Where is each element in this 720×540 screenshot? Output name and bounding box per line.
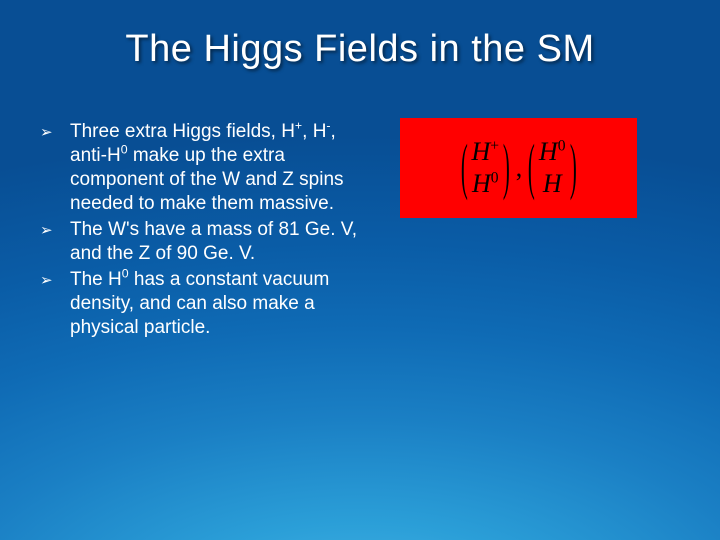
list-item: ➢ The H0 has a constant vacuum density, … — [40, 268, 370, 340]
formula-cell: H — [543, 168, 562, 201]
bullet-text: The H0 has a constant vacuum density, an… — [70, 268, 370, 340]
bullet-text: Three extra Higgs fields, H+, H-, anti-H… — [70, 120, 370, 216]
list-item: ➢ Three extra Higgs fields, H+, H-, anti… — [40, 120, 370, 216]
higgs-doublet-formula: ( H+ H0 ) , ( H0 H ) — [400, 118, 637, 218]
left-paren-icon: ( — [460, 132, 469, 204]
right-paren-icon: ) — [502, 132, 511, 204]
formula-separator: , — [512, 153, 527, 183]
right-paren-icon: ) — [569, 132, 578, 204]
formula-cell: H0 — [539, 136, 566, 169]
bullet-marker-icon: ➢ — [40, 120, 70, 145]
slide-title: The Higgs Fields in the SM — [0, 28, 720, 71]
bullet-text: The W's have a mass of 81 Ge. V, and the… — [70, 218, 370, 266]
formula-column-2: H0 H — [537, 136, 568, 201]
bullet-list: ➢ Three extra Higgs fields, H+, H-, anti… — [40, 120, 370, 342]
formula-cell: H+ — [472, 136, 500, 169]
bullet-marker-icon: ➢ — [40, 268, 70, 293]
formula-cell: H0 — [472, 168, 499, 201]
left-paren-icon: ( — [527, 132, 536, 204]
formula-column-1: H+ H0 — [470, 136, 502, 201]
list-item: ➢ The W's have a mass of 81 Ge. V, and t… — [40, 218, 370, 266]
bullet-marker-icon: ➢ — [40, 218, 70, 243]
